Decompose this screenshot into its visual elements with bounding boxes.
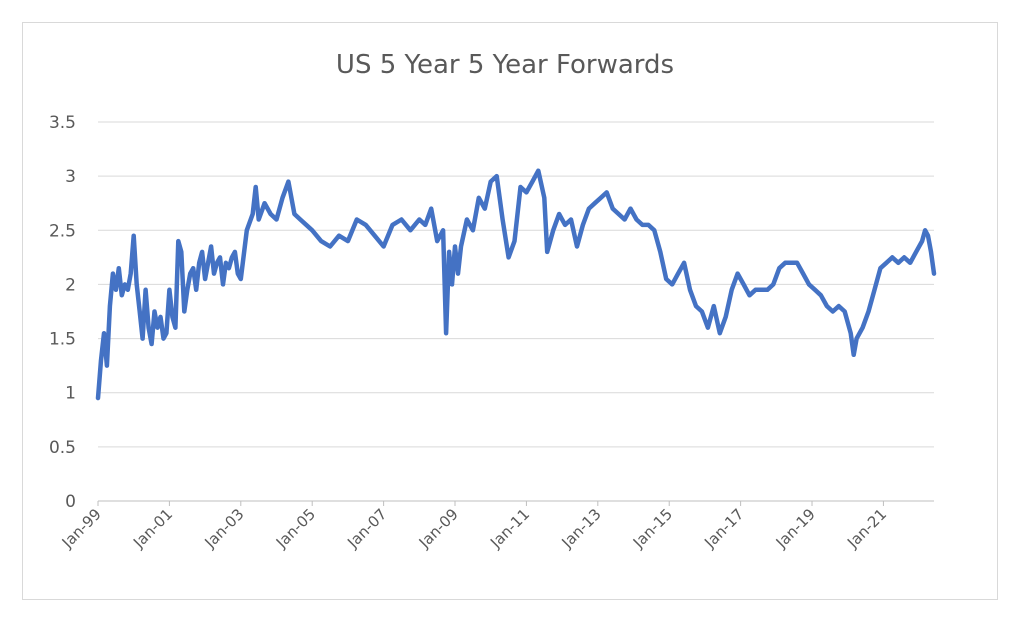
x-axis-ticks: Jan-99 Jan-01 Jan-03 Jan-05 Jan-07 Jan-09 Jan-… <box>58 501 890 552</box>
x-tick-label: Jan-05 <box>272 505 319 552</box>
x-tick-label: Jan-09 <box>415 505 462 552</box>
x-tick-label: Jan-03 <box>201 505 248 552</box>
x-tick-label: Jan-11 <box>486 505 533 552</box>
x-tick-label: Jan-13 <box>558 505 605 552</box>
y-tick-label: 2 <box>65 275 76 295</box>
x-tick-label: Jan-07 <box>343 505 390 552</box>
x-tick-label: Jan-17 <box>700 505 747 552</box>
series-layer <box>95 168 937 401</box>
y-tick-label: 0.5 <box>49 438 76 458</box>
chart-title: US 5 Year 5 Year Forwards <box>335 50 675 80</box>
y-axis-ticks: 0 0.5 1 1.5 2 2.5 3 3.5 <box>49 113 76 512</box>
y-tick-label: 3 <box>65 167 76 187</box>
y-tick-label: 0 <box>65 492 76 512</box>
x-tick-label: Jan-15 <box>629 505 676 552</box>
series-line-0 <box>95 168 937 401</box>
grid-lines <box>98 121 934 502</box>
x-tick-label: Jan-19 <box>772 505 819 552</box>
y-tick-label: 1.5 <box>49 330 76 350</box>
y-tick-label: 3.5 <box>49 113 76 133</box>
x-tick-label: Jan-01 <box>129 505 176 552</box>
x-tick-label: Jan-99 <box>58 505 105 552</box>
x-tick-label: Jan-21 <box>843 505 890 552</box>
y-tick-label: 2.5 <box>49 221 76 241</box>
y-tick-label: 1 <box>65 384 76 404</box>
